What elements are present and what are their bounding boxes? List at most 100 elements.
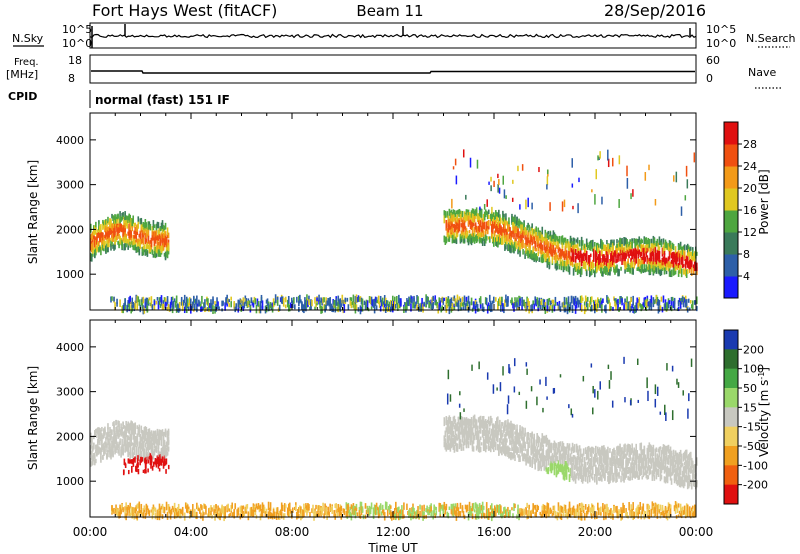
scatter-cell xyxy=(574,305,577,314)
scatter-cell xyxy=(456,504,459,511)
scatter-cell xyxy=(551,304,554,313)
scatter-cell xyxy=(153,224,156,228)
scatter-cell xyxy=(534,504,536,510)
scatter-cell xyxy=(685,165,688,177)
scatter-cell xyxy=(107,226,109,232)
scatter-cell xyxy=(127,300,129,307)
scatter-cell xyxy=(159,226,162,232)
scatter-cell xyxy=(302,303,304,310)
scatter-cell xyxy=(468,301,471,310)
scatter-cell xyxy=(255,304,258,314)
scatter-cell xyxy=(693,252,696,262)
scatter-cell xyxy=(128,441,130,448)
scatter-cell xyxy=(118,433,120,438)
scatter-cell xyxy=(380,511,383,516)
scatter-cell xyxy=(567,259,570,265)
scatter-cell xyxy=(642,243,645,249)
scatter-cell xyxy=(148,224,151,230)
scatter-cell xyxy=(515,300,517,306)
scatter-cell xyxy=(314,297,316,304)
scatter-cell xyxy=(606,503,608,513)
scatter-cell xyxy=(287,303,290,312)
scatter-cell xyxy=(587,244,590,249)
scatter-cell xyxy=(491,233,494,242)
scatter-cell xyxy=(556,262,559,266)
scatter-cell xyxy=(598,303,600,308)
scatter-cell xyxy=(130,433,132,442)
scatter-cell xyxy=(304,302,306,310)
scatter-cell xyxy=(283,513,286,518)
scatter-cell xyxy=(96,245,98,253)
scatter-cell xyxy=(487,214,490,220)
scatter-cell xyxy=(556,265,559,270)
scatter-cell xyxy=(687,249,690,257)
scatter-cell xyxy=(469,219,472,226)
scatter-cell xyxy=(135,505,138,512)
scatter-cell xyxy=(569,237,572,243)
scatter-cell xyxy=(337,295,340,305)
scatter-cell xyxy=(361,506,364,513)
scatter-cell xyxy=(528,224,530,233)
scatter-cell xyxy=(154,430,157,436)
scatter-cell xyxy=(537,505,540,511)
scatter-cell xyxy=(490,302,493,312)
scatter-cell xyxy=(653,243,656,253)
scatter-cell xyxy=(133,235,136,239)
scatter-cell xyxy=(323,304,325,311)
scatter-cell xyxy=(134,507,137,514)
scatter-cell xyxy=(115,426,117,432)
scatter-cell xyxy=(580,267,583,275)
scatter-cell xyxy=(512,302,514,309)
scatter-cell xyxy=(470,211,473,218)
scatter-cell xyxy=(444,430,447,438)
scatter-cell xyxy=(399,513,401,519)
scatter-cell xyxy=(157,234,160,241)
scatter-cell xyxy=(239,506,242,513)
scatter-cell xyxy=(668,243,671,247)
scatter-cell xyxy=(383,301,386,308)
scatter-cell xyxy=(111,429,113,435)
scatter-cell xyxy=(605,304,607,314)
scatter-cell xyxy=(554,254,557,262)
scatter-cell xyxy=(496,211,498,219)
scatter-cell xyxy=(631,240,633,246)
scatter-cell xyxy=(451,438,454,447)
scatter-cell xyxy=(520,225,522,235)
scatter-cell xyxy=(473,231,476,237)
scatter-cell xyxy=(128,223,130,233)
scatter-cell xyxy=(265,508,268,517)
scatter-cell xyxy=(103,225,105,229)
scatter-cell xyxy=(559,505,562,514)
scatter-cell xyxy=(461,227,464,235)
scatter-cell xyxy=(454,503,457,508)
scatter-cell xyxy=(561,302,564,306)
scatter-cell xyxy=(652,505,655,514)
scatter-cell xyxy=(207,298,209,306)
scatter-cell xyxy=(451,429,454,437)
scatter-cell xyxy=(205,307,207,312)
scatter-cell xyxy=(405,305,407,311)
scatter-cell xyxy=(674,264,677,271)
scatter-cell xyxy=(455,434,458,441)
scatter-cell xyxy=(633,255,635,262)
scatter-cell xyxy=(548,259,551,265)
scatter-cell xyxy=(453,295,456,302)
scatter-cell xyxy=(473,414,476,423)
scatter-cell xyxy=(546,238,549,245)
scatter-cell xyxy=(615,298,617,307)
scatter-cell xyxy=(458,441,461,446)
scatter-cell xyxy=(411,298,413,304)
scatter-cell xyxy=(590,240,593,249)
scatter-cell xyxy=(276,507,279,514)
scatter-cell xyxy=(106,445,108,453)
scatter-cell xyxy=(475,234,478,243)
scatter-cell xyxy=(684,269,687,277)
scatter-cell xyxy=(657,261,660,270)
scatter-cell xyxy=(623,260,625,266)
scatter-cell xyxy=(574,509,577,519)
scatter-cell xyxy=(422,303,424,313)
scatter-cell xyxy=(152,509,155,515)
scatter-cell xyxy=(603,257,605,263)
scatter-cell xyxy=(497,504,499,513)
scatter-cell xyxy=(663,512,666,518)
